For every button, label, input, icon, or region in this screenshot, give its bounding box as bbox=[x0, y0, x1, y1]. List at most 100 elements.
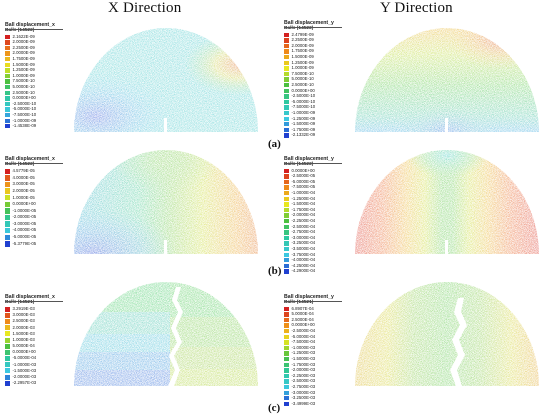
legend-entry: -7.5000E-05 bbox=[284, 185, 334, 191]
legend-swatch bbox=[5, 51, 10, 56]
legend-value: -2.5000E-03 bbox=[291, 378, 316, 384]
legend-value: -1.7500E-09 bbox=[291, 126, 316, 132]
legend-entry: 1.0000E-05 bbox=[5, 194, 55, 201]
legend-entry: -2.0000E-03 bbox=[284, 367, 334, 374]
legend-entry: 2.2500E-09 bbox=[5, 45, 55, 51]
legend-entry: -5.0000E-10 bbox=[284, 99, 334, 105]
legend-swatch bbox=[5, 40, 10, 45]
legend-swatch bbox=[5, 349, 10, 355]
legend-swatch bbox=[284, 94, 289, 99]
legend-value: -3.4999E-03 bbox=[291, 400, 316, 406]
legend-value: 1.7500E-09 bbox=[291, 48, 314, 54]
legend-entry: -5.0000E-04 bbox=[5, 356, 55, 362]
legend-entry: -4.2500E-04 bbox=[284, 263, 334, 269]
legend-entry: -1.7500E-04 bbox=[284, 207, 334, 213]
legend-entry: 1.0000E-09 bbox=[5, 73, 55, 79]
legend-entry: 2.2500E-09 bbox=[284, 37, 334, 44]
legend-entry: -2.5000E-03 bbox=[284, 379, 334, 385]
legend-swatch bbox=[284, 174, 289, 179]
legend-value: 2.0000E-09 bbox=[291, 42, 314, 48]
legend-swatch bbox=[284, 213, 289, 218]
legend-swatch bbox=[284, 356, 289, 362]
legend-swatch bbox=[5, 214, 10, 221]
legend-entry: -2.2500E-03 bbox=[284, 373, 334, 379]
legend-value: 1.5000E-03 bbox=[12, 330, 35, 336]
legend-value: -3.2500E-03 bbox=[291, 395, 316, 401]
row-label-b: (b) bbox=[268, 265, 282, 277]
legend-value: -5.0000E-04 bbox=[12, 355, 37, 361]
legend-swatch bbox=[5, 337, 10, 343]
dome-b-y bbox=[355, 150, 539, 254]
legend-a-y: Ball displacement_y Balls (14522) 2.4799… bbox=[284, 20, 342, 138]
legend-swatch bbox=[284, 82, 289, 88]
legend-value: 5.0000E-04 bbox=[291, 311, 314, 317]
legend-value: -2.1332E-09 bbox=[291, 132, 316, 138]
legend-value: -5.0000E-05 bbox=[291, 178, 316, 184]
legend-subtitle: Balls (14522) bbox=[284, 162, 314, 168]
legend-value: 1.2500E-09 bbox=[291, 59, 314, 65]
legend-title: Ball displacement_y bbox=[284, 156, 334, 162]
legend-entry: 1.7500E-09 bbox=[5, 56, 55, 62]
legend-swatch bbox=[284, 71, 289, 77]
legend-swatch bbox=[284, 168, 289, 173]
legend-entry: 5.0000E-04 bbox=[284, 311, 334, 318]
legend-value: -2.0000E-05 bbox=[12, 214, 37, 220]
legend-entry: 1.5000E-09 bbox=[5, 62, 55, 68]
legend-swatch bbox=[284, 258, 289, 263]
legend-entry: -4.0000E-05 bbox=[5, 227, 55, 234]
legend-entry: 7.5000E-10 bbox=[5, 79, 55, 85]
legend-value: 3.0000E-03 bbox=[12, 312, 35, 318]
legend-entry: -2.5000E-10 bbox=[284, 93, 334, 100]
legend-entry: 5.0000E-04 bbox=[5, 343, 55, 349]
crack-notch bbox=[164, 240, 167, 254]
legend-value: -1.7500E-03 bbox=[291, 361, 316, 367]
legend-b-x: Ball displacement_x Balls (14522) 4.5779… bbox=[5, 156, 63, 247]
legend-swatch bbox=[5, 234, 10, 240]
legend-entry: 2.5000E-10 bbox=[5, 90, 55, 96]
legend-swatch bbox=[5, 96, 10, 101]
legend-value: 7.5000E-10 bbox=[291, 70, 314, 76]
legend-value: 1.2500E-09 bbox=[12, 67, 35, 73]
legend-value: -1.5000E-09 bbox=[291, 121, 316, 127]
legend-swatch bbox=[5, 368, 10, 374]
legend-value: 1.0000E-09 bbox=[12, 72, 35, 78]
legend-swatch bbox=[5, 374, 10, 380]
legend-swatch bbox=[5, 168, 10, 174]
legend-value: -3.0000E-03 bbox=[291, 389, 316, 395]
legend-value: -1.5000E-03 bbox=[12, 367, 37, 373]
legend-swatch bbox=[284, 368, 289, 373]
legend-a-x: Ball displacement_x Balls (14522) 2.1622… bbox=[5, 22, 63, 129]
legend-value: -1.0000E-03 bbox=[291, 344, 316, 350]
legend-c-x: Ball displacement_x Balls (14521) 3.2919… bbox=[5, 294, 63, 386]
legend-swatch bbox=[284, 77, 289, 82]
legend-entry: -2.2957E-03 bbox=[5, 380, 55, 386]
legend-entry: 0.0000E+00 bbox=[284, 168, 334, 174]
legend-value: -4.0000E-04 bbox=[291, 257, 316, 263]
legend-subtitle: Balls (14521) bbox=[284, 300, 314, 306]
legend-entry: -2.0000E-05 bbox=[5, 214, 55, 221]
legend-swatch bbox=[5, 356, 10, 362]
legend-value: 1.0000E-05 bbox=[12, 194, 35, 200]
legend-value: 1.5000E-09 bbox=[12, 61, 35, 67]
crack-notch bbox=[445, 118, 448, 132]
legend-entry: -7.5000E-04 bbox=[284, 339, 334, 346]
legend-entry: -2.5000E-05 bbox=[284, 173, 334, 180]
legend-rule bbox=[284, 26, 342, 28]
legend-swatch bbox=[284, 122, 289, 127]
legend-swatch bbox=[284, 401, 289, 407]
legend-swatch bbox=[5, 325, 10, 331]
legend-value: -5.0000E-10 bbox=[12, 106, 37, 112]
legend-entry: -5.0000E-10 bbox=[5, 107, 55, 113]
legend-value: -5.3779E-05 bbox=[12, 240, 37, 246]
legend-entry: -1.5000E-03 bbox=[5, 368, 55, 374]
legend-swatch bbox=[284, 373, 289, 379]
legend-swatch bbox=[5, 343, 10, 349]
legend-value: 2.0000E-05 bbox=[12, 187, 35, 193]
legend-entry: -2.0000E-03 bbox=[5, 374, 55, 380]
legend-entry: 1.5000E-09 bbox=[284, 54, 334, 60]
legend-value: -7.5000E-04 bbox=[291, 339, 316, 345]
legend-swatch bbox=[284, 269, 289, 274]
legend-swatch bbox=[5, 194, 10, 201]
legend-value: 1.0000E-03 bbox=[12, 336, 35, 342]
